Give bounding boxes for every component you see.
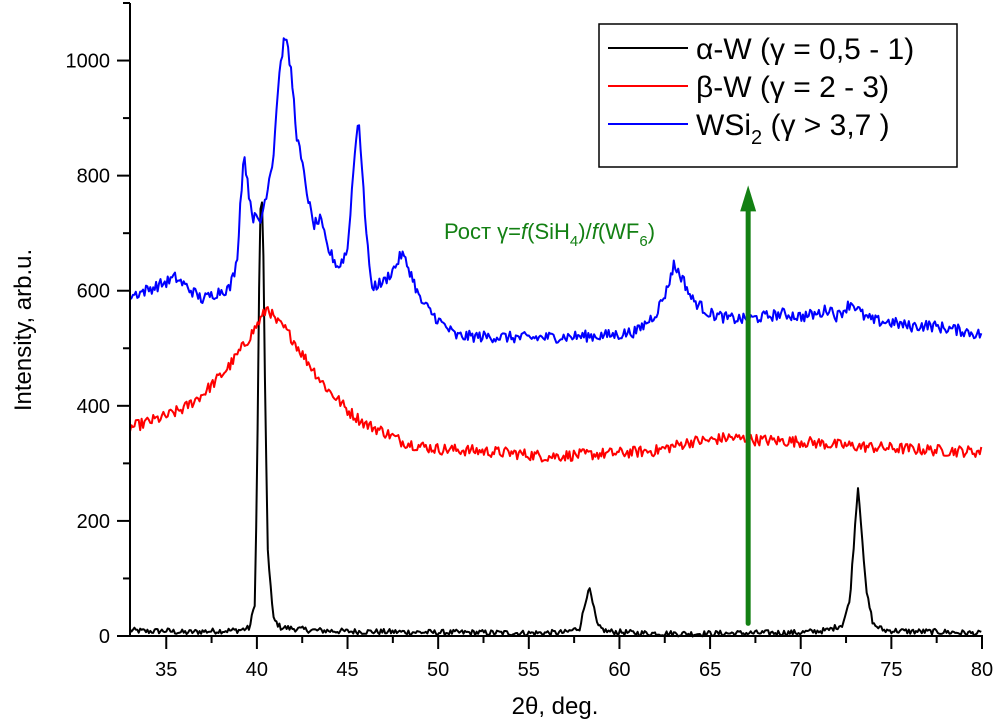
growth-arrow-head-icon (740, 185, 757, 212)
annotation-part: )/ (578, 219, 592, 244)
x-tick-label: 75 (880, 659, 902, 681)
legend-label-main: WSi (696, 109, 751, 142)
annotation-part: ) (648, 219, 655, 244)
legend-label-tail: (γ > 3,7 ) (762, 109, 890, 142)
y-tick-label: 0 (99, 626, 110, 648)
x-tick-label: 55 (518, 659, 540, 681)
y-axis-title: Intensity, arb.u. (10, 249, 37, 411)
annotation-part: = (508, 219, 521, 244)
legend-label-main: β-W (γ = 2 - 3) (696, 71, 889, 104)
annotation-part: γ (497, 219, 508, 244)
legend-label-main: α-W (γ = 0,5 - 1) (696, 33, 914, 66)
x-tick-label: 65 (699, 659, 721, 681)
growth-annotation-label: Рост γ=f(SiH4)/f(WF6) (444, 219, 655, 250)
legend: α-W (γ = 0,5 - 1) β-W (γ = 2 - 3) WSi2 (γ … (598, 23, 958, 168)
annotation-part: 4 (570, 233, 578, 250)
series-line-2 (129, 37, 983, 344)
x-tick-label: 40 (246, 659, 268, 681)
legend-label-sub: 2 (751, 127, 762, 149)
y-tick-label: 1000 (66, 51, 111, 73)
x-tick-label: 50 (427, 659, 449, 681)
x-tick-label: 35 (155, 659, 177, 681)
annotation-part: f (592, 219, 601, 244)
annotation-part: (SiH (527, 219, 570, 244)
annotation-part: f (521, 219, 530, 244)
annotation-part: 6 (639, 233, 647, 250)
y-tick-label: 400 (77, 396, 110, 418)
x-tick-label: 70 (790, 659, 812, 681)
x-tick-label: 60 (608, 659, 630, 681)
y-tick-label: 200 (77, 511, 110, 533)
y-tick-label: 800 (77, 166, 110, 188)
legend-label: β-W (γ = 2 - 3) (696, 71, 889, 104)
series-line-0 (129, 201, 982, 638)
x-ticks: 35 40 45 50 55 60 65 70 75 80 (155, 636, 993, 681)
x-tick-label: 80 (971, 659, 993, 681)
annotation-part: (WF (598, 219, 640, 244)
x-axis-title: 2θ, deg. (512, 693, 599, 720)
legend-label: α-W (γ = 0,5 - 1) (696, 33, 914, 66)
axes: 35 40 45 50 55 60 65 70 75 80 0 200 400 600 800 1000 (66, 2, 993, 681)
legend-items: α-W (γ = 0,5 - 1) β-W (γ = 2 - 3) WSi2 (γ … (608, 33, 914, 149)
series-line-1 (129, 306, 983, 463)
legend-label: WSi2 (γ > 3,7 ) (696, 109, 890, 149)
y-ticks: 0 200 400 600 800 1000 (66, 2, 130, 648)
annotation-part: Рост (444, 219, 497, 244)
annotation-layer: Рост γ=f(SiH4)/f(WF6) (444, 185, 757, 626)
x-tick-label: 45 (336, 659, 358, 681)
series-layer (129, 33, 983, 638)
y-tick-label: 600 (77, 281, 110, 303)
